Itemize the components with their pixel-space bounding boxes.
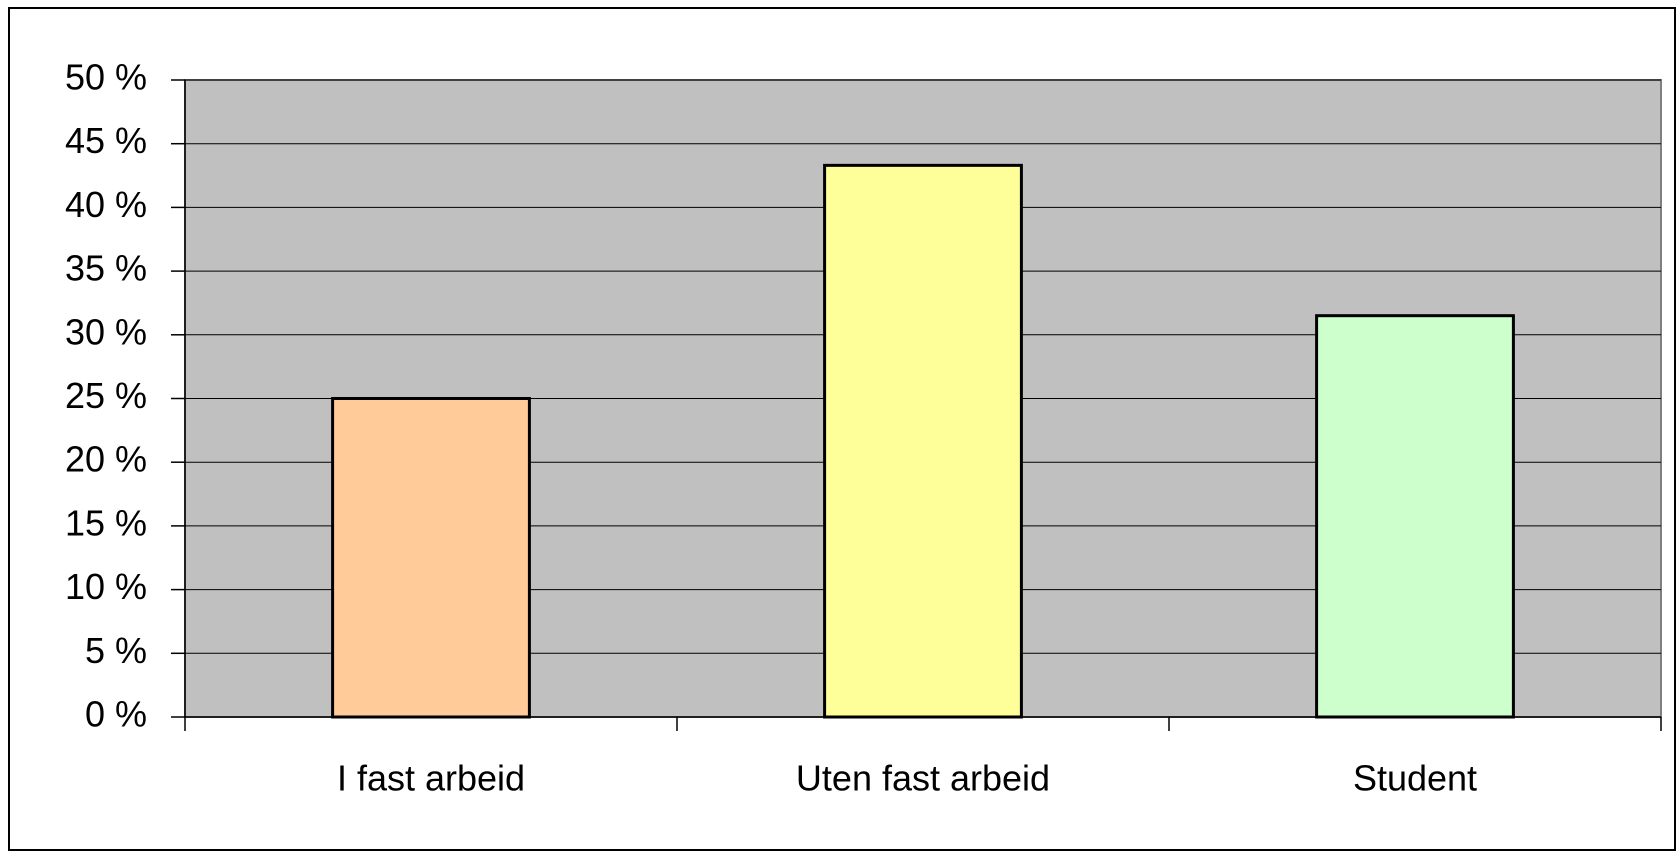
y-tick-label: 5 % [85,630,147,671]
y-tick-label: 45 % [65,120,147,161]
y-tick-label: 10 % [65,566,147,607]
x-tick-label: Uten fast arbeid [796,758,1050,799]
y-tick-label: 0 % [85,694,147,735]
y-tick-label: 25 % [65,375,147,416]
y-tick-label: 20 % [65,439,147,480]
y-tick-label: 15 % [65,502,147,543]
y-tick-label: 30 % [65,311,147,352]
x-tick-label: I fast arbeid [337,758,525,799]
bar [331,397,531,719]
y-tick-label: 35 % [65,248,147,289]
y-tick-label: 40 % [65,184,147,225]
bar [823,163,1023,719]
y-tick-label: 50 % [65,57,147,98]
x-tick-label: Student [1353,758,1477,799]
bar [1315,314,1515,719]
